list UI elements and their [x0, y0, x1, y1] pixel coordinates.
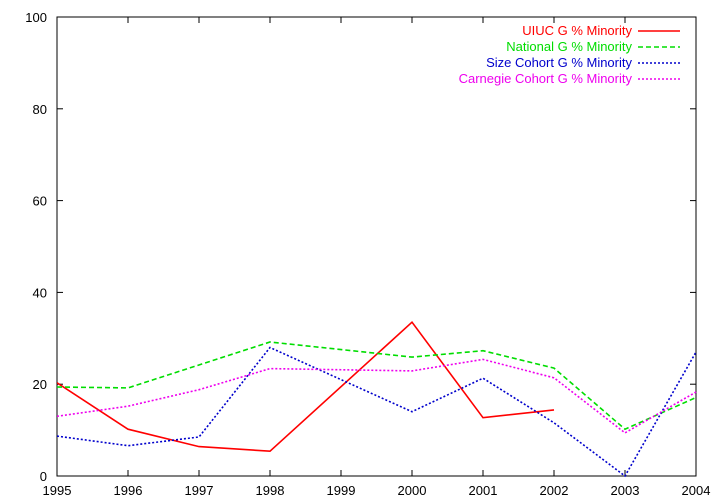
y-tick-label: 0	[40, 469, 47, 484]
legend-label: National G % Minority	[506, 39, 632, 54]
x-tick-label: 2001	[469, 483, 498, 498]
x-tick-label: 1996	[114, 483, 143, 498]
x-tick-label: 1999	[327, 483, 356, 498]
y-tick-label: 60	[33, 194, 47, 209]
series-line-4	[57, 358, 697, 434]
y-tick-label: 100	[25, 10, 47, 25]
y-tick-label: 80	[33, 102, 47, 117]
x-tick-label: 2003	[611, 483, 640, 498]
series-line-3	[57, 346, 697, 478]
legend-label: Size Cohort G % Minority	[486, 55, 632, 70]
plot-frame	[56, 16, 697, 477]
series-line-2	[57, 341, 697, 431]
y-tick-label: 20	[33, 377, 47, 392]
legend-label: UIUC G % Minority	[522, 23, 632, 38]
x-tick-label: 1995	[43, 483, 72, 498]
series-line-1	[57, 321, 555, 453]
axis-tick-labels: 1995 1996 1997 1998 1999 2000 2001 2002 2003 2004…	[25, 10, 710, 498]
legend-label: Carnegie Cohort G % Minority	[459, 71, 633, 86]
series-lines	[57, 321, 697, 478]
x-tick-label: 1997	[185, 483, 214, 498]
x-tick-label: 2004	[682, 483, 711, 498]
x-tick-label: 2002	[540, 483, 569, 498]
y-tick-label: 40	[33, 285, 47, 300]
x-tick-label: 2000	[398, 483, 427, 498]
x-tick-label: 1998	[256, 483, 285, 498]
